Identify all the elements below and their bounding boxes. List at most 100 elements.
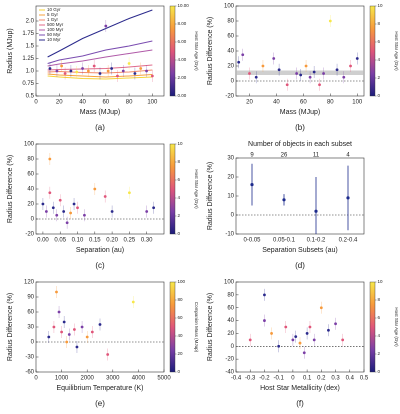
data-point <box>51 206 55 210</box>
data-point <box>103 195 107 198</box>
x-tick-label: 0.25 <box>124 238 136 244</box>
data-point <box>349 64 352 68</box>
y-tick-label: 100 <box>224 4 235 10</box>
y-tick-label: -60 <box>25 370 34 376</box>
colorbar-tick-label: 60 <box>178 315 184 320</box>
y-tick-label: 0 <box>31 217 35 223</box>
colorbar-tick-label: 6 <box>178 177 181 182</box>
legend-label: 100 Myr <box>47 27 64 32</box>
data-point <box>284 325 288 329</box>
data-point <box>98 72 102 75</box>
y-tick-label: 1.75 <box>22 31 34 37</box>
data-point <box>65 221 69 225</box>
y-tick-label: 20 <box>227 331 234 337</box>
colorbar-tick-label: 8.00 <box>178 21 187 26</box>
x-tick-label: 0.1 <box>303 376 312 382</box>
y-tick-label: -40 <box>225 370 234 376</box>
data-point <box>327 328 330 332</box>
data-point <box>298 341 302 345</box>
data-point <box>291 338 295 342</box>
y-axis-label: Radius (MJup) <box>7 28 14 74</box>
legend-label: 500 Myr <box>47 22 64 27</box>
colorbar-label: Host Star Age (Gyr) <box>194 31 199 71</box>
data-point <box>106 353 110 356</box>
data-point <box>319 306 323 310</box>
y-tick-label: -20 <box>225 357 234 363</box>
y-tick-label: 60 <box>227 34 234 40</box>
data-point <box>334 322 337 326</box>
data-point <box>248 338 252 342</box>
colorbar-tick-label: 20 <box>178 351 184 356</box>
data-point <box>322 72 325 75</box>
data-point <box>272 57 276 60</box>
y-tick-label: 20 <box>227 64 234 70</box>
data-point <box>86 69 90 73</box>
data-point <box>93 187 97 191</box>
colorbar-label: Companion Mass (MJup) <box>194 302 199 353</box>
y-tick-label: 40 <box>227 49 234 55</box>
x-tick-label: 20 <box>56 100 63 106</box>
isochrone-line <box>47 75 153 80</box>
colorbar <box>169 143 176 235</box>
y-tick-label: 30 <box>27 325 34 331</box>
y-tick-label: 10 <box>227 194 234 200</box>
x-tick-label: 0.10 <box>72 238 84 244</box>
colorbar-tick-label: 6 <box>378 315 381 320</box>
data-point <box>254 75 258 79</box>
data-point <box>55 213 59 217</box>
data-point <box>241 53 245 57</box>
x-tick-label: 0.05-0.1 <box>273 238 296 244</box>
colorbar-tick-label: 8 <box>378 297 381 302</box>
colorbar <box>169 281 176 373</box>
x-tick-label: 0.30 <box>141 238 153 244</box>
data-point <box>308 75 312 79</box>
y-tick-label: 0.75 <box>22 81 34 87</box>
data-point <box>263 319 266 322</box>
y-tick-label: 60 <box>27 310 34 316</box>
y-tick-label: 20 <box>227 175 234 181</box>
shaded-band <box>236 70 364 75</box>
y-tick-label: 1.25 <box>22 56 34 62</box>
colorbar-tick-label: 2 <box>178 213 181 218</box>
x-tick-label: 0.4 <box>346 376 355 382</box>
y-tick-label: -10 <box>225 232 234 238</box>
colorbar-tick-label: 8 <box>378 21 381 26</box>
y-tick-label: 0 <box>231 213 235 219</box>
x-axis-label: Mass (MJup) <box>80 109 120 116</box>
x-tick-label: 20 <box>246 100 253 106</box>
x-tick-label: 60 <box>300 100 307 106</box>
plot-frame <box>35 5 165 97</box>
data-point <box>341 338 345 342</box>
y-tick-label: 80 <box>27 157 34 163</box>
data-point <box>55 290 58 294</box>
data-point <box>277 68 281 72</box>
colorbar-tick-label: 2 <box>378 75 381 80</box>
y-tick-label: 1.0 <box>26 69 35 75</box>
data-point <box>75 345 79 349</box>
data-point <box>285 83 289 87</box>
x-tick-label: 0.2 <box>317 376 326 382</box>
colorbar <box>369 5 376 97</box>
x-axis-label: Separation (au) <box>76 247 124 254</box>
data-point <box>127 62 131 65</box>
y-tick-label: 90 <box>27 295 34 301</box>
data-point <box>83 213 86 217</box>
data-point <box>355 57 359 60</box>
colorbar-tick-label: 2.00 <box>178 75 187 80</box>
colorbar-tick-label: 0 <box>378 93 381 98</box>
data-point <box>104 24 108 28</box>
x-tick-label: 80 <box>126 100 133 106</box>
x-tick-label: -0.4 <box>231 376 242 382</box>
colorbar <box>369 281 376 373</box>
y-tick-label: -20 <box>25 232 34 238</box>
data-point <box>55 69 59 73</box>
y-axis-label: Radius Difference (%) <box>207 162 214 230</box>
x-tick-label: -0.3 <box>245 376 256 382</box>
x-axis-label: Separation Subsets (au) <box>262 247 338 254</box>
plot-frame <box>35 143 165 235</box>
x-tick-label: -0.1 <box>273 376 284 382</box>
data-point <box>250 183 254 187</box>
colorbar-tick-label: 100 <box>178 279 186 284</box>
y-tick-label: 80 <box>227 19 234 25</box>
y-tick-label: -20 <box>225 94 234 100</box>
